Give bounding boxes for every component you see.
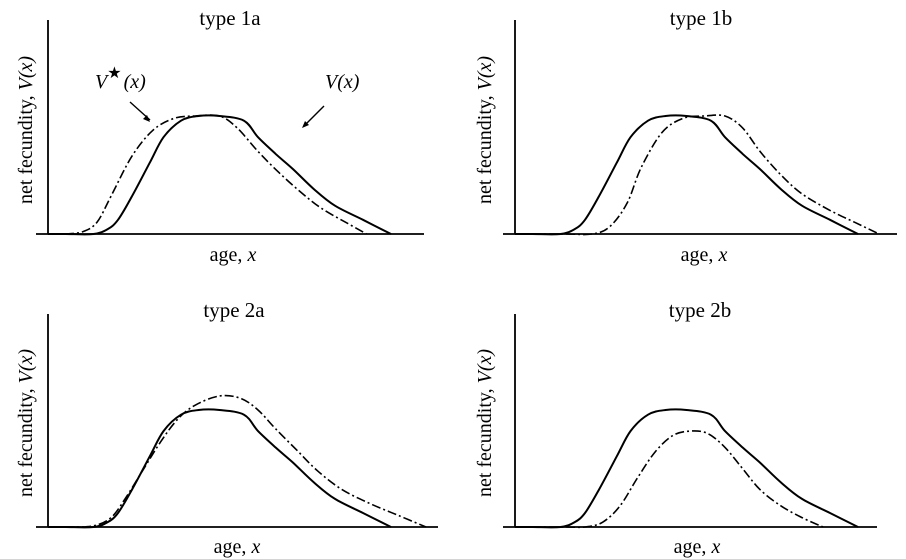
- series-v-line: [48, 408, 392, 529]
- panel-title: type 1b: [670, 6, 732, 30]
- x-axis-label: age, x: [681, 244, 728, 266]
- panel-title: type 2a: [203, 298, 265, 322]
- panel-type-1b: type 1b age, x net fecundity, V(x): [474, 6, 897, 266]
- vstar-arrowhead: [143, 115, 150, 122]
- series-v-line: [48, 114, 392, 236]
- y-axis-label: net fecundity, V(x): [15, 349, 37, 497]
- vstar-annotation: V★ (x): [95, 65, 146, 93]
- x-axis-label: age, x: [210, 244, 257, 266]
- series-v-line: [515, 408, 859, 529]
- panel-type-2a: type 2a age, x net fecundity, V(x): [15, 298, 438, 558]
- panel-type-1a: type 1a age, x net fecundity, V(x) V★ (x)…: [15, 6, 424, 266]
- series-v-line: [515, 114, 859, 236]
- series-vstar-line: [515, 430, 824, 529]
- series-vstar-line: [47, 114, 367, 235]
- v-annotation: V(x): [325, 71, 360, 93]
- series-vstar-line: [515, 114, 880, 236]
- v-arrowhead: [302, 121, 309, 128]
- panel-title: type 1a: [199, 6, 261, 30]
- series-vstar-line: [47, 394, 427, 528]
- x-axis-label: age, x: [214, 536, 261, 558]
- v-arrow: [303, 105, 325, 127]
- panel-title: type 2b: [669, 298, 731, 322]
- panel-type-2b: type 2b age, x net fecundity, V(x): [474, 298, 877, 558]
- x-axis-label: age, x: [674, 536, 721, 558]
- y-axis-label: net fecundity, V(x): [15, 56, 37, 204]
- y-axis-label: net fecundity, V(x): [474, 56, 496, 204]
- y-axis-label: net fecundity, V(x): [474, 349, 496, 497]
